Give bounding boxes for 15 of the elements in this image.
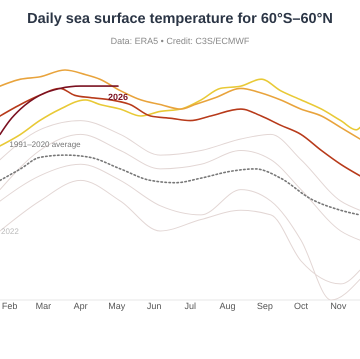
x-tick-label: May: [108, 301, 126, 311]
annotation: 2022: [1, 227, 20, 236]
chart-title: Daily sea surface temperature for 60°S–60°N: [27, 11, 333, 27]
chart-subtitle: Data: ERA5 • Credit: C3S/ECMWF: [110, 36, 250, 46]
x-tick-label: Aug: [220, 301, 236, 311]
x-tick-label: Jul: [184, 301, 196, 311]
x-tick-label: Feb: [2, 301, 18, 311]
series-label: 1991–2020 average: [9, 140, 82, 150]
series-label: 2026: [108, 92, 128, 102]
x-tick-label: Apr: [74, 301, 88, 311]
x-tick-label: Sep: [256, 301, 273, 311]
x-tick-label: Mar: [36, 301, 52, 311]
x-tick-label: Nov: [330, 301, 347, 311]
x-tick-label: Jun: [146, 301, 162, 311]
x-tick-label: Oct: [294, 301, 308, 311]
